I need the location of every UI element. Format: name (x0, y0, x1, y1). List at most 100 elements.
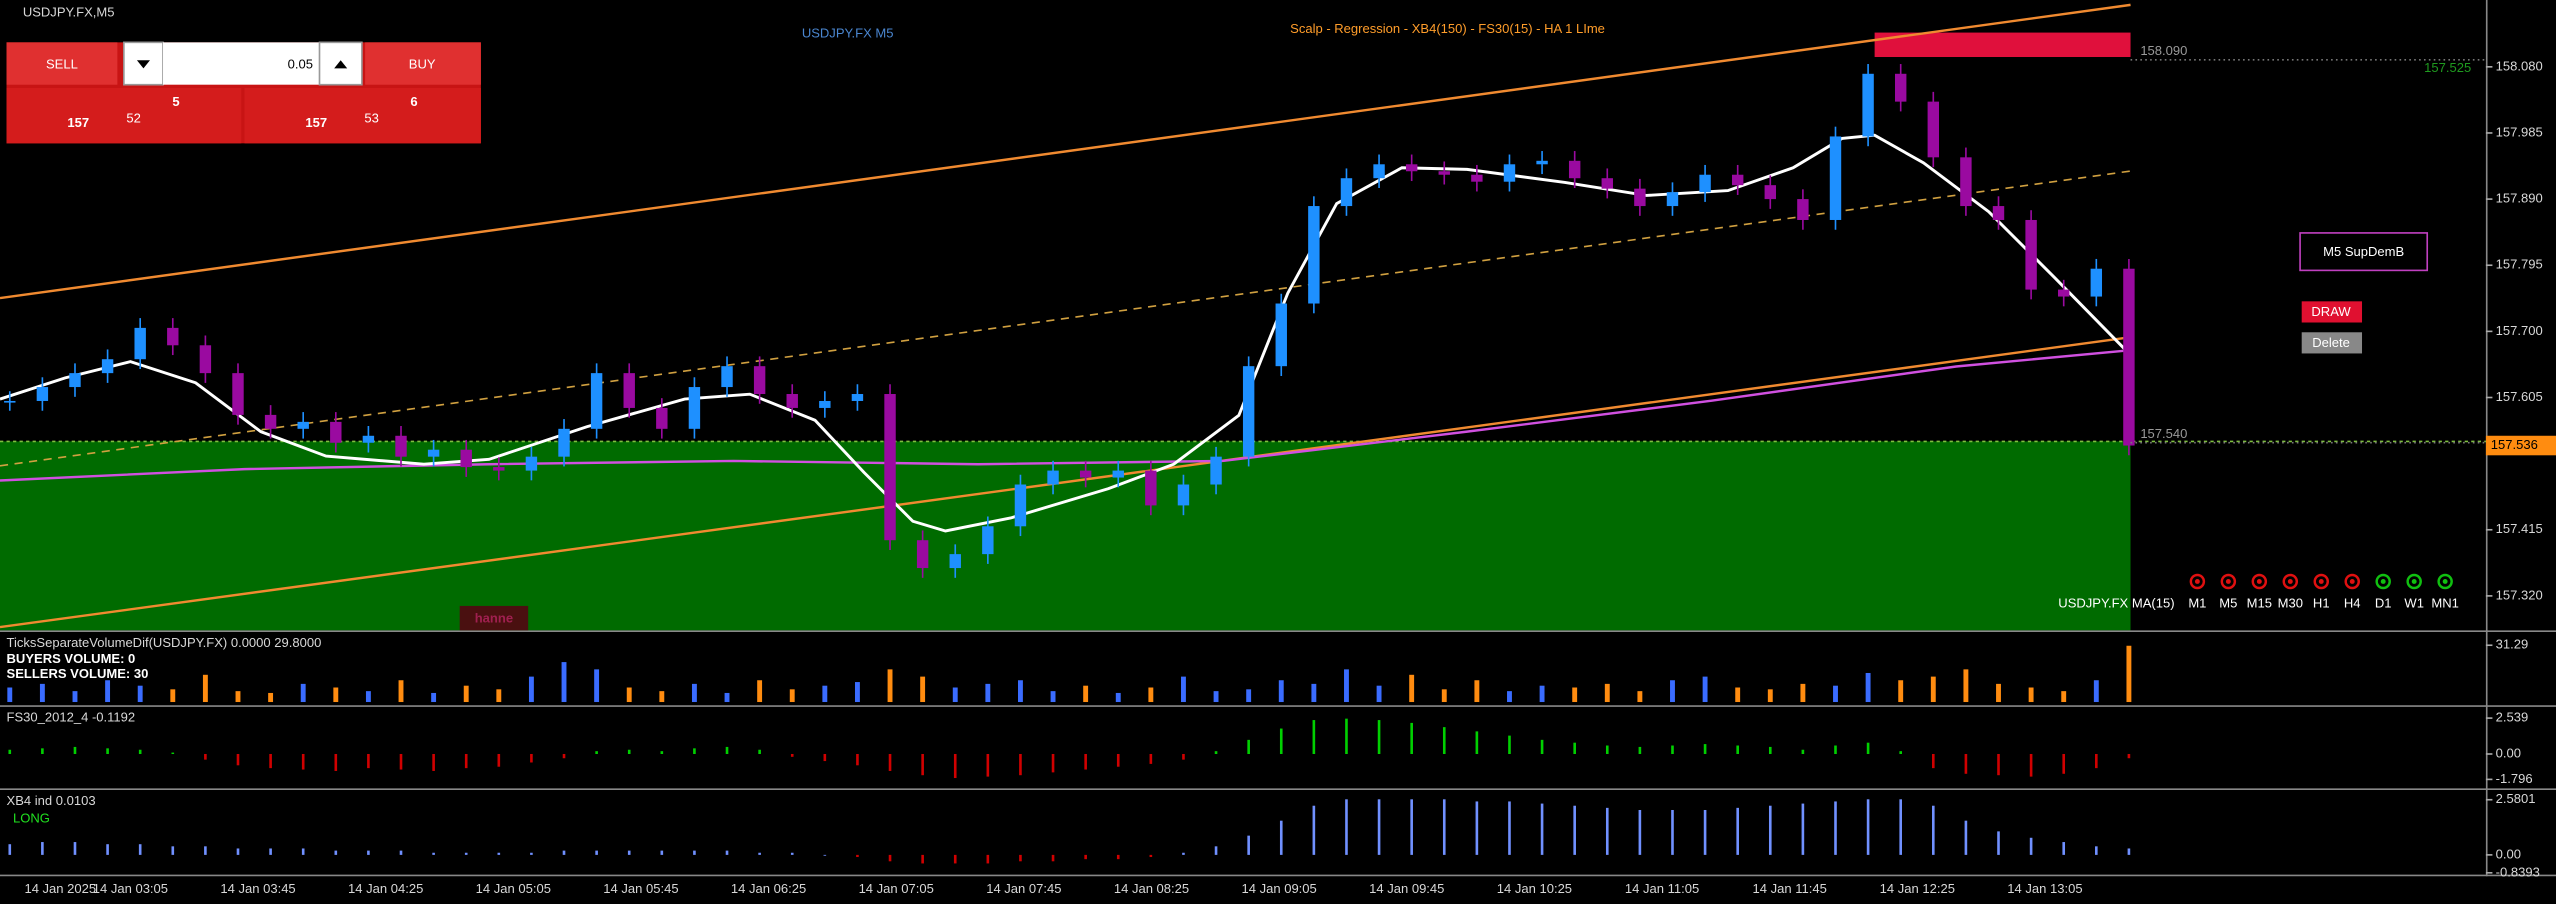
draw-label[interactable]: DRAW (2311, 304, 2351, 319)
y-tick-label: 157.795 (2496, 257, 2543, 272)
trade-panel: SELL 0.05 BUY 157 52 5 157 53 6 (6, 41, 481, 144)
candle (2090, 268, 2103, 297)
timeframe-icon[interactable] (2375, 573, 2391, 590)
histogram-bar (171, 752, 175, 754)
level-label: 158.090 (2140, 43, 2187, 58)
volume-bar (398, 680, 404, 703)
delete-button[interactable] (2301, 332, 2363, 354)
histogram-bar (269, 848, 272, 855)
volume-bar (1670, 680, 1675, 703)
timeframe-dot (2287, 579, 2293, 584)
candle (721, 366, 733, 388)
x-tick-label: 14 Jan 10:25 (1497, 881, 1572, 896)
histogram-bar (41, 748, 44, 754)
lot-input[interactable] (163, 42, 320, 85)
candle (1894, 73, 1907, 102)
candle (297, 421, 309, 429)
histogram-bar (530, 753, 533, 763)
pane-title: FS30_2012_4 -0.1192 (7, 710, 136, 725)
histogram-bar (1736, 745, 1739, 754)
x-tick-label: 14 Jan 09:05 (1241, 881, 1316, 896)
histogram-bar (888, 854, 892, 862)
volume-bar (1409, 674, 1415, 703)
histogram-bar (1573, 805, 1576, 855)
histogram-bar (986, 854, 990, 864)
volume-bar (691, 683, 697, 703)
candle (1471, 174, 1483, 182)
histogram-bar (1638, 746, 1642, 754)
candle (753, 366, 766, 395)
histogram-bar (41, 842, 44, 855)
histogram-bar (1279, 728, 1283, 754)
candle (362, 435, 375, 443)
histogram-bar (8, 749, 12, 754)
sell-button[interactable] (6, 42, 118, 85)
timeframe-icon[interactable] (2220, 573, 2237, 590)
current-price-box (2485, 435, 2556, 456)
histogram-bar (1736, 807, 1739, 855)
timeframe-icon[interactable] (2251, 573, 2268, 590)
sell-label[interactable]: SELL (46, 57, 78, 72)
histogram-bar (790, 852, 794, 855)
candle (1699, 174, 1711, 193)
volume-bar (2126, 645, 2132, 703)
volume-bar (105, 680, 111, 703)
volume-bar (1441, 689, 1447, 703)
timeframe-icon[interactable] (2344, 573, 2360, 590)
volume-bar (1572, 687, 1578, 703)
histogram-bar (8, 844, 12, 855)
timeframe-dot (2318, 579, 2324, 584)
current-price-label: 157.536 (2491, 437, 2538, 452)
volume-bar (1996, 683, 2001, 703)
candle (1145, 470, 1157, 506)
volume-bar (854, 682, 860, 703)
timeframe-icon[interactable] (2406, 573, 2422, 590)
volume-bar (1604, 683, 1610, 703)
histogram-bar (1866, 799, 1870, 855)
y-tick-label: 157.890 (2496, 191, 2543, 206)
buy-label[interactable]: BUY (409, 57, 436, 72)
moving-average (0, 348, 2131, 482)
candle (623, 373, 635, 408)
timeframe-icon[interactable] (2437, 573, 2453, 590)
histogram-bar (986, 753, 990, 777)
timeframe-icon[interactable] (2313, 573, 2330, 590)
volume-bar (2028, 687, 2034, 703)
candle (199, 345, 212, 374)
volume-bar (822, 685, 828, 703)
candle (949, 554, 961, 569)
volume-bar (1246, 689, 1252, 703)
volume-bar (528, 676, 534, 703)
sell-price-box[interactable] (6, 87, 242, 144)
timeframe-icon[interactable] (2282, 573, 2299, 590)
volume-bar (1181, 676, 1186, 703)
buy-button[interactable] (365, 42, 481, 85)
volume-bar (1050, 691, 1056, 703)
delete-label[interactable]: Delete (2312, 335, 2350, 350)
chart-subtitle: Scalp - Regression - XB4(150) - FS30(15)… (1290, 21, 1605, 36)
watermark-bg (459, 605, 529, 631)
histogram-bar (562, 753, 566, 759)
buy-price-box[interactable] (244, 87, 481, 144)
candle (1862, 73, 1874, 137)
supdem-button[interactable] (2299, 232, 2429, 272)
supdem-label[interactable]: M5 SupDemB (2323, 244, 2404, 259)
histogram-bar (106, 748, 109, 754)
candle (1634, 188, 1646, 207)
histogram-bar (1997, 831, 2000, 855)
histogram-bar (627, 749, 631, 754)
timeframe-icon[interactable] (2189, 573, 2206, 590)
draw-button[interactable] (2301, 301, 2363, 323)
histogram-bar (1834, 801, 1837, 855)
histogram-bar (1410, 722, 1413, 754)
lot-value[interactable]: 0.05 (288, 57, 313, 72)
volume-bar (39, 683, 45, 703)
histogram-bar (301, 848, 305, 855)
y-tick-label: 157.700 (2496, 323, 2543, 338)
histogram-bar (1703, 744, 1707, 754)
ask-prefix: 157 (305, 115, 327, 130)
candle (1503, 164, 1516, 182)
histogram-bar (953, 854, 957, 864)
volume-bar (1115, 692, 1121, 703)
